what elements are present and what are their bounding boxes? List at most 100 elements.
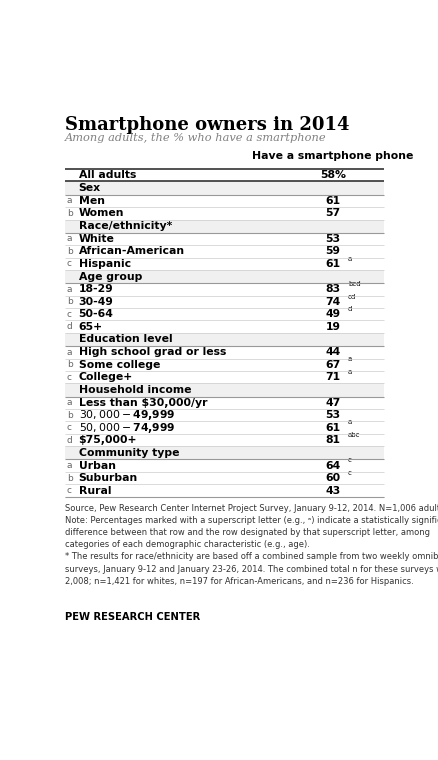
Text: 44: 44 bbox=[325, 347, 341, 357]
Text: Have a smartphone phone: Have a smartphone phone bbox=[252, 151, 414, 161]
Bar bbox=[65, 346, 384, 359]
Text: 64: 64 bbox=[325, 461, 341, 470]
Bar bbox=[65, 359, 384, 371]
Text: 59: 59 bbox=[325, 246, 341, 256]
Bar bbox=[65, 308, 384, 321]
Text: 81: 81 bbox=[325, 435, 341, 445]
Text: b: b bbox=[67, 247, 72, 256]
Text: 19: 19 bbox=[325, 321, 341, 331]
Bar bbox=[65, 270, 384, 283]
Bar bbox=[65, 233, 384, 245]
Text: a: a bbox=[67, 285, 72, 294]
Bar bbox=[65, 296, 384, 308]
Text: Less than $30,000/yr: Less than $30,000/yr bbox=[78, 397, 207, 408]
Text: All adults: All adults bbox=[78, 170, 136, 180]
Text: 71: 71 bbox=[325, 372, 341, 382]
Text: a: a bbox=[348, 356, 352, 363]
Text: a: a bbox=[348, 369, 352, 375]
Text: College+: College+ bbox=[78, 372, 133, 382]
Text: Race/ethnicity*: Race/ethnicity* bbox=[78, 221, 172, 231]
Text: d: d bbox=[67, 435, 72, 445]
Text: c: c bbox=[348, 470, 352, 476]
Text: 30-49: 30-49 bbox=[78, 297, 113, 307]
Text: Hispanic: Hispanic bbox=[78, 258, 131, 269]
Text: Household income: Household income bbox=[78, 385, 191, 395]
Text: Men: Men bbox=[78, 196, 105, 206]
Bar bbox=[65, 371, 384, 383]
Bar bbox=[65, 460, 384, 472]
Bar bbox=[65, 207, 384, 220]
Bar bbox=[65, 422, 384, 434]
Text: 47: 47 bbox=[325, 397, 341, 408]
Text: 61: 61 bbox=[325, 423, 341, 432]
Text: a: a bbox=[67, 398, 72, 407]
Text: PEW RESEARCH CENTER: PEW RESEARCH CENTER bbox=[65, 612, 200, 622]
Bar bbox=[65, 283, 384, 296]
Text: Smartphone owners in 2014: Smartphone owners in 2014 bbox=[65, 116, 350, 134]
Text: Community type: Community type bbox=[78, 448, 179, 458]
Text: b: b bbox=[67, 297, 72, 306]
Text: White: White bbox=[78, 234, 114, 244]
Text: b: b bbox=[67, 360, 72, 369]
Bar bbox=[65, 258, 384, 270]
Text: 53: 53 bbox=[325, 410, 341, 420]
Text: Sex: Sex bbox=[78, 183, 101, 193]
Text: c: c bbox=[67, 310, 72, 318]
Text: b: b bbox=[67, 473, 72, 483]
Text: 61: 61 bbox=[325, 258, 341, 269]
Bar bbox=[65, 446, 384, 460]
Bar bbox=[65, 220, 384, 233]
Text: Rural: Rural bbox=[78, 486, 111, 496]
Text: 67: 67 bbox=[325, 359, 341, 369]
Text: Education level: Education level bbox=[78, 334, 172, 344]
Text: 53: 53 bbox=[325, 234, 341, 244]
Text: Women: Women bbox=[78, 208, 124, 218]
Text: 60: 60 bbox=[325, 473, 341, 483]
Text: d: d bbox=[348, 306, 353, 312]
Text: 18-29: 18-29 bbox=[78, 284, 113, 294]
Bar bbox=[65, 182, 384, 195]
Text: a: a bbox=[348, 255, 352, 261]
Text: $50,000-$74,999: $50,000-$74,999 bbox=[78, 420, 175, 435]
Text: Source, Pew Research Center Internet Project Survey, January 9-12, 2014. N=1,006: Source, Pew Research Center Internet Pro… bbox=[65, 504, 438, 586]
Text: a: a bbox=[348, 420, 352, 426]
Bar bbox=[65, 333, 384, 346]
Text: 83: 83 bbox=[325, 284, 341, 294]
Bar bbox=[65, 472, 384, 484]
Text: c: c bbox=[67, 372, 72, 382]
Bar bbox=[65, 397, 384, 409]
Text: Urban: Urban bbox=[78, 461, 116, 470]
Text: $75,000+: $75,000+ bbox=[78, 435, 137, 445]
Text: a: a bbox=[67, 461, 72, 470]
Bar bbox=[65, 321, 384, 333]
Text: 50-64: 50-64 bbox=[78, 309, 113, 319]
Text: a: a bbox=[67, 196, 72, 205]
Bar bbox=[65, 484, 384, 497]
Text: Among adults, the % who have a smartphone: Among adults, the % who have a smartphon… bbox=[65, 133, 327, 144]
Text: b: b bbox=[67, 410, 72, 420]
Bar bbox=[65, 383, 384, 397]
Text: 49: 49 bbox=[325, 309, 341, 319]
Text: 57: 57 bbox=[325, 208, 341, 218]
Text: $30,000-$49,999: $30,000-$49,999 bbox=[78, 408, 175, 423]
Bar bbox=[65, 245, 384, 258]
Bar bbox=[65, 409, 384, 422]
Bar bbox=[65, 169, 384, 182]
Text: bcd: bcd bbox=[348, 281, 360, 287]
Text: Some college: Some college bbox=[78, 359, 160, 369]
Text: 65+: 65+ bbox=[78, 321, 102, 331]
Text: c: c bbox=[67, 423, 72, 432]
Text: African-American: African-American bbox=[78, 246, 185, 256]
Text: b: b bbox=[67, 209, 72, 218]
Text: 58%: 58% bbox=[320, 170, 346, 180]
Text: 74: 74 bbox=[325, 297, 341, 307]
Text: 43: 43 bbox=[325, 486, 341, 496]
Text: c: c bbox=[348, 458, 352, 464]
Text: c: c bbox=[67, 486, 72, 495]
Text: cd: cd bbox=[348, 293, 356, 299]
Text: a: a bbox=[67, 348, 72, 356]
Text: Age group: Age group bbox=[78, 271, 142, 282]
Text: d: d bbox=[67, 322, 72, 331]
Text: a: a bbox=[67, 234, 72, 243]
Text: High school grad or less: High school grad or less bbox=[78, 347, 226, 357]
